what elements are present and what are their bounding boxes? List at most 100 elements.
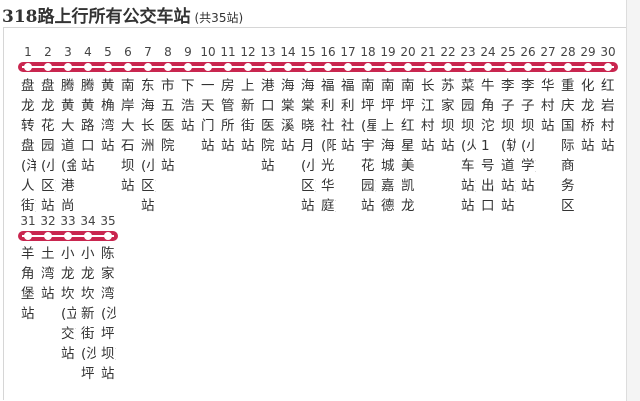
station-number: 28 — [560, 45, 576, 59]
station-name[interactable]: 菜园坝(火车站)站 — [461, 78, 476, 214]
station-name[interactable]: 南岸大石坝站 — [121, 78, 135, 194]
station-name[interactable]: 李子坝(小学)站 — [521, 78, 536, 194]
station-dot — [244, 63, 252, 71]
station-dot — [604, 63, 612, 71]
station-number: 19 — [380, 45, 396, 59]
station-number: 14 — [280, 45, 296, 59]
station-dot — [44, 63, 52, 71]
station-name[interactable]: 牛角沱1号出口(立 — [481, 78, 495, 214]
station-number: 9 — [184, 45, 192, 59]
station-name[interactable]: 腾黄大道(金港尚 — [61, 78, 76, 214]
station-name[interactable]: 东海长洲(小区)站 — [141, 78, 156, 214]
station-dot — [504, 63, 512, 71]
station-name[interactable]: 港口医院站 — [261, 78, 275, 174]
station-number: 15 — [300, 45, 316, 59]
station-dot — [204, 63, 212, 71]
station-dot — [324, 63, 332, 71]
station-number: 30 — [600, 45, 616, 59]
station-name[interactable]: 海棠溪站 — [281, 78, 295, 154]
page-title: 318路上行所有公交车站 (共35站) — [2, 2, 243, 27]
station-name[interactable]: 上新街站 — [241, 78, 255, 154]
station-name[interactable]: 重庆国际商务区 — [561, 78, 575, 214]
station-name[interactable]: 小龙坎(立交)站 — [61, 246, 76, 362]
station-number: 24 — [480, 45, 496, 59]
station-dot — [364, 63, 372, 71]
station-name[interactable]: 苏家坝站 — [441, 78, 455, 154]
station-number: 20 — [400, 45, 416, 59]
station-name[interactable]: 南坪(星宇花园)站 — [361, 78, 376, 214]
station-dot — [104, 232, 112, 240]
station-name[interactable]: 盘龙花园(小区)站 — [41, 78, 56, 214]
station-dot — [384, 63, 392, 71]
station-name[interactable]: 海棠晓月(小区)站 — [301, 78, 316, 214]
station-name[interactable]: 一天门站 — [201, 78, 215, 154]
station-number: 22 — [440, 45, 456, 59]
station-dot — [164, 63, 172, 71]
station-dot — [84, 232, 92, 240]
station-name[interactable]: 土湾站 — [41, 246, 55, 302]
station-number: 31 — [20, 214, 36, 228]
station-number: 2 — [44, 45, 52, 59]
station-number: 17 — [340, 45, 356, 59]
station-name[interactable]: 下浩站 — [181, 78, 195, 134]
station-name[interactable]: 黄桷湾站 — [101, 78, 115, 154]
station-dot — [404, 63, 412, 71]
station-dot — [344, 63, 352, 71]
route-panel — [3, 27, 626, 400]
station-name[interactable]: 红岩村站 — [601, 78, 615, 154]
station-name[interactable]: 南坪红星美凯龙 — [401, 78, 415, 214]
station-name[interactable]: 李子坝(轨道站)站 — [501, 78, 516, 214]
station-name[interactable]: 化龙桥站 — [581, 78, 595, 154]
station-name[interactable]: 小龙坎新街(沙坪 — [81, 246, 96, 382]
station-dot — [84, 63, 92, 71]
station-number: 1 — [24, 45, 32, 59]
station-name[interactable]: 腾黄路口站 — [81, 78, 95, 174]
station-dot — [484, 63, 492, 71]
station-dot — [544, 63, 552, 71]
station-dot — [424, 63, 432, 71]
station-name[interactable]: 盘龙转盘(洋人街) — [21, 78, 36, 214]
station-name[interactable]: 长江村站 — [421, 78, 435, 154]
station-name[interactable]: 房管所站 — [221, 78, 235, 154]
route-title: 318路上行所有公交车站 — [2, 7, 191, 27]
station-name[interactable]: 福利社(阳光华庭) — [321, 78, 336, 214]
station-name[interactable]: 南坪上海城嘉德 — [381, 78, 395, 214]
station-name[interactable]: 市五医院站 — [161, 78, 175, 174]
station-dot — [44, 232, 52, 240]
scrollbar[interactable] — [626, 0, 640, 401]
station-dot — [304, 63, 312, 71]
station-name[interactable]: 福利社站 — [341, 78, 355, 154]
station-number: 23 — [460, 45, 476, 59]
station-dot — [64, 232, 72, 240]
station-dot — [64, 63, 72, 71]
station-number: 18 — [360, 45, 376, 59]
station-number: 10 — [200, 45, 216, 59]
station-number: 8 — [164, 45, 172, 59]
station-number: 12 — [240, 45, 256, 59]
station-dot — [284, 63, 292, 71]
station-number: 3 — [64, 45, 72, 59]
station-number: 11 — [220, 45, 236, 59]
station-number: 32 — [40, 214, 56, 228]
station-number: 27 — [540, 45, 556, 59]
station-number: 35 — [100, 214, 116, 228]
station-dot — [464, 63, 472, 71]
station-name[interactable]: 陈家湾(沙坪坝)站 — [101, 246, 116, 382]
station-dot — [584, 63, 592, 71]
station-number: 6 — [124, 45, 132, 59]
station-dot — [524, 63, 532, 71]
station-number: 33 — [60, 214, 76, 228]
station-number: 4 — [84, 45, 92, 59]
route-line — [18, 231, 118, 241]
station-dot — [264, 63, 272, 71]
station-count: (共35站) — [194, 11, 244, 25]
station-dot — [564, 63, 572, 71]
station-name[interactable]: 华村站 — [541, 78, 555, 134]
route-line — [18, 62, 618, 72]
station-number: 34 — [80, 214, 96, 228]
station-dot — [104, 63, 112, 71]
station-dot — [124, 63, 132, 71]
station-dot — [24, 63, 32, 71]
station-number: 16 — [320, 45, 336, 59]
station-name[interactable]: 羊角堡站 — [21, 246, 35, 322]
